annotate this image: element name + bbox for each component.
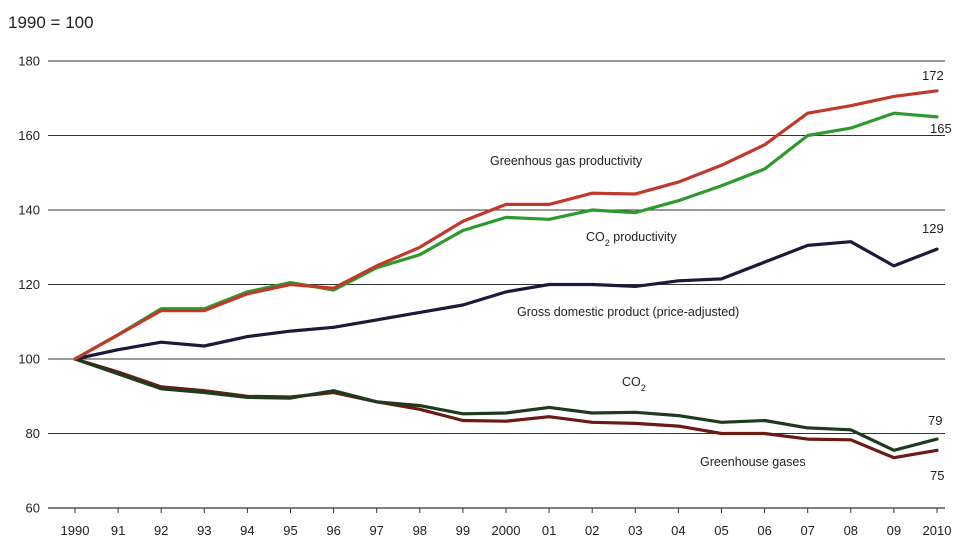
series-label-1: CO2 productivity [586, 230, 677, 248]
series-label-4: Greenhouse gases [700, 455, 806, 469]
series-label-3: CO2 [622, 375, 646, 393]
end-value-label: 129 [922, 221, 944, 236]
x-tick-label: 05 [714, 523, 728, 538]
x-axis: 1990 91 92 93 94 95 96 97 98 99 2000 01 02 03 04 05 06 07… [48, 507, 952, 538]
x-tick-label: 06 [757, 523, 771, 538]
x-tick-label: 99 [456, 523, 470, 538]
x-tick-label: 03 [628, 523, 642, 538]
x-tick-label: 98 [413, 523, 427, 538]
x-tick-label: 94 [240, 523, 254, 538]
annotations: Greenhous gas productivity CO2 productivi… [490, 154, 806, 469]
x-tick-label: 92 [154, 523, 168, 538]
series-group [73, 89, 939, 460]
x-tick-label: 09 [887, 523, 901, 538]
x-tick-label: 07 [800, 523, 814, 538]
series-line-1 [73, 111, 939, 361]
x-tick-label: 96 [326, 523, 340, 538]
x-tick-label: 04 [671, 523, 685, 538]
end-value-label: 79 [928, 413, 942, 428]
x-tick-label: 2000 [492, 523, 521, 538]
x-tick-label: 93 [197, 523, 211, 538]
x-tick-label: 2010 [923, 523, 952, 538]
y-tick-label: 120 [18, 277, 40, 292]
series-line-0 [73, 89, 939, 361]
series-line-4 [73, 357, 939, 460]
x-tick-label: 02 [585, 523, 599, 538]
x-tick-label: 91 [111, 523, 125, 538]
x-tick-label: 95 [283, 523, 297, 538]
chart-title: 1990 = 100 [8, 13, 94, 32]
y-tick-label: 180 [18, 54, 40, 69]
y-tick-label: 80 [26, 426, 40, 441]
end-labels: 172 165 129 79 75 [922, 68, 952, 483]
y-tick-label: 60 [26, 501, 40, 516]
y-tick-label: 160 [18, 128, 40, 143]
x-tick-label: 08 [844, 523, 858, 538]
y-tick-label: 100 [18, 352, 40, 367]
series-label-0: Greenhous gas productivity [490, 154, 643, 168]
x-tick-label: 1990 [61, 523, 90, 538]
y-axis-ticks: 60 80 100 120 140 160 180 [18, 54, 40, 516]
end-value-label: 172 [922, 68, 944, 83]
end-value-label: 165 [930, 121, 952, 136]
series-label-2: Gross domestic product (price-adjusted) [517, 305, 739, 319]
series-line-3 [73, 357, 939, 452]
series-line-2 [73, 240, 939, 361]
x-tick-label: 01 [542, 523, 556, 538]
y-tick-label: 140 [18, 203, 40, 218]
end-value-label: 75 [930, 468, 944, 483]
x-tick-label: 97 [369, 523, 383, 538]
grid-lines [48, 60, 945, 435]
